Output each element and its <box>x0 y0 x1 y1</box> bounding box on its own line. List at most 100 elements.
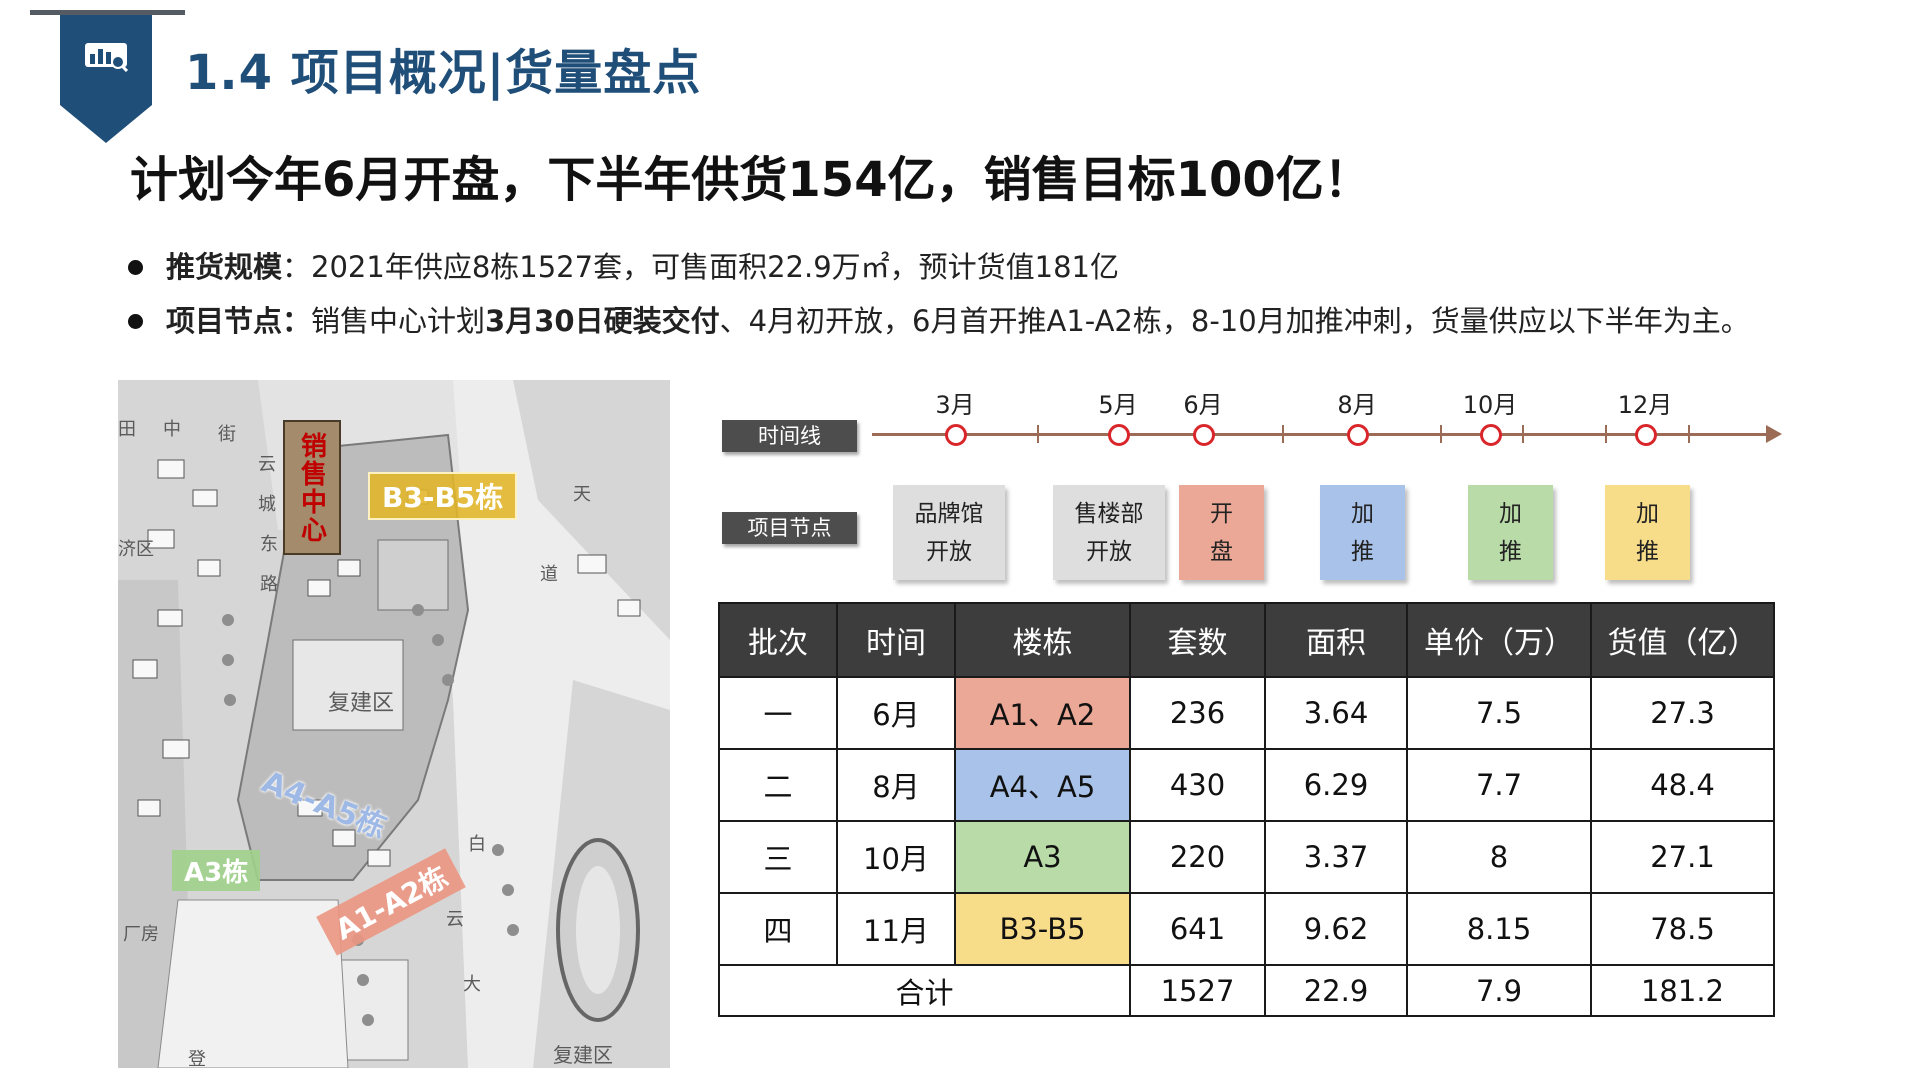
table-total-row: 合计 1527 22.9 7.9 181.2 <box>718 964 1775 1017</box>
bullet-dot <box>128 314 143 329</box>
street-label: 登 <box>188 1049 206 1068</box>
street-label: 天 <box>573 484 591 505</box>
timeline-node-card-text: 加 <box>1499 500 1522 527</box>
timeline-tick <box>1605 425 1607 443</box>
value-cell: 27.1 <box>1590 820 1775 894</box>
map-label-a3: A3栋 <box>172 850 261 891</box>
month-cell: 11月 <box>836 892 956 966</box>
timeline-node-card-text: 品牌馆 <box>914 500 984 527</box>
table-body: 一 6月 A1、A2 236 3.64 7.5 27.3 二 8月 A4、A5 430 6.29 7.7… <box>718 676 1775 1017</box>
bullet-dot <box>128 260 143 275</box>
timeline-month-label: 6月 <box>1183 391 1223 419</box>
header-rule <box>30 10 185 15</box>
column-header: 时间 <box>836 602 956 678</box>
building-cell: A4、A5 <box>954 748 1131 822</box>
timeline-node-card-text: 加 <box>1636 500 1659 527</box>
batch-cell: 四 <box>718 892 838 966</box>
value-cell: 78.5 <box>1590 892 1775 966</box>
timeline-tick <box>1440 425 1442 443</box>
column-header: 套数 <box>1129 602 1266 678</box>
timeline-month-label: 5月 <box>1098 391 1138 419</box>
table-row: 三 10月 A3 220 3.37 8 27.1 <box>718 820 1775 894</box>
timeline-node-card: 加推 <box>1468 485 1553 580</box>
units-cell: 236 <box>1129 676 1266 750</box>
column-header: 货值（亿） <box>1590 602 1775 678</box>
area-cell: 3.64 <box>1264 676 1408 750</box>
timeline-node <box>1193 424 1215 446</box>
sales-center-marker: 销售中心 <box>283 420 341 555</box>
month-cell: 10月 <box>836 820 956 894</box>
timeline-node <box>1347 424 1369 446</box>
building-cell: B3-B5 <box>954 892 1131 966</box>
timeline-node-card: 品牌馆 开放 <box>893 485 1005 580</box>
timeline-node <box>945 424 967 446</box>
timeline-node-card-text: 推 <box>1351 538 1374 565</box>
timeline-node-card-text: 开放 <box>926 538 972 565</box>
bullet-supply-scale: 推货规模：2021年供应8栋1527套，可售面积22.9万㎡，预计货值181亿 <box>122 240 1902 294</box>
timeline-node-card-text: 盘 <box>1210 538 1233 565</box>
timeline-month-label: 10月 <box>1462 391 1518 419</box>
street-label: 中 <box>163 419 181 440</box>
column-header: 面积 <box>1264 602 1408 678</box>
timeline-tick <box>1037 425 1039 443</box>
timeline-month-label: 8月 <box>1337 391 1377 419</box>
bullet-list: 推货规模：2021年供应8栋1527套，可售面积22.9万㎡，预计货值181亿 … <box>122 240 1902 348</box>
price-cell: 7.5 <box>1406 676 1592 750</box>
timeline-node-card: 加推 <box>1605 485 1690 580</box>
timeline-node <box>1480 424 1502 446</box>
timeline-node <box>1635 424 1657 446</box>
table-row: 四 11月 B3-B5 641 9.62 8.15 78.5 <box>718 892 1775 966</box>
timeline-tick <box>1522 425 1524 443</box>
total-area-cell: 22.9 <box>1264 964 1408 1017</box>
site-plan-drawing: 街 中 田 济区 城 东 路 云 天 道 大 白 云 厂房 登 复建区 复建区 <box>118 380 670 1068</box>
total-label-cell: 合计 <box>718 964 1131 1017</box>
price-cell: 8.15 <box>1406 892 1592 966</box>
street-label: 东 <box>260 534 278 555</box>
total-price-cell: 7.9 <box>1406 964 1592 1017</box>
column-header: 批次 <box>718 602 838 678</box>
timeline-node-card: 开盘 <box>1179 485 1264 580</box>
timeline-node-card-text: 开放 <box>1086 538 1132 565</box>
table-row: 二 8月 A4、A5 430 6.29 7.7 48.4 <box>718 748 1775 822</box>
bullet-text: ：2021年供应8栋1527套，可售面积22.9万㎡，预计货值181亿 <box>282 250 1119 284</box>
timeline-tick <box>1688 425 1690 443</box>
timeline-node-card: 加推 <box>1320 485 1405 580</box>
presentation-chart-icon <box>85 43 128 72</box>
street-label: 城 <box>258 494 276 515</box>
page-title: 1.4 项目概况|货量盘点 <box>185 45 702 101</box>
value-cell: 48.4 <box>1590 748 1775 822</box>
site-plan-map: 街 中 田 济区 城 东 路 云 天 道 大 白 云 厂房 登 复建区 复建区 … <box>118 380 670 1068</box>
value-cell: 27.3 <box>1590 676 1775 750</box>
batch-cell: 二 <box>718 748 838 822</box>
area-cell: 6.29 <box>1264 748 1408 822</box>
street-label: 复建区 <box>553 1043 613 1067</box>
street-label: 大 <box>463 974 481 995</box>
bullet-project-nodes: 项目节点：销售中心计划3月30日硬装交付、4月初开放，6月首开推A1-A2栋，8… <box>122 294 1902 348</box>
timeline-node-card-text: 开 <box>1210 500 1233 527</box>
units-cell: 641 <box>1129 892 1266 966</box>
units-cell: 220 <box>1129 820 1266 894</box>
column-header: 单价（万） <box>1406 602 1592 678</box>
street-label: 厂房 <box>123 924 159 945</box>
street-label: 街 <box>218 424 236 445</box>
timeline-node-card: 售楼部 开放 <box>1053 485 1165 580</box>
street-label: 道 <box>540 564 558 585</box>
timeline-tag: 时间线 <box>722 420 857 452</box>
bullet-label: 项目节点： <box>166 304 312 338</box>
month-cell: 8月 <box>836 748 956 822</box>
map-label-b3-b5: B3-B5栋 <box>368 472 518 520</box>
street-label: 云 <box>446 909 464 930</box>
month-cell: 6月 <box>836 676 956 750</box>
street-label: 云 <box>258 454 276 475</box>
project-node-tag: 项目节点 <box>722 512 857 544</box>
building-cell: A1、A2 <box>954 676 1131 750</box>
timeline-month-label: 3月 <box>935 391 975 419</box>
timeline-month-label: 12月 <box>1617 391 1673 419</box>
bullet-text: 销售中心计划 <box>311 304 486 338</box>
price-cell: 7.7 <box>1406 748 1592 822</box>
street-label: 复建区 <box>328 691 394 716</box>
bullet-label: 推货规模 <box>166 250 283 284</box>
timeline-node <box>1108 424 1130 446</box>
timeline-tick <box>1282 425 1284 443</box>
column-header: 楼栋 <box>954 602 1131 678</box>
